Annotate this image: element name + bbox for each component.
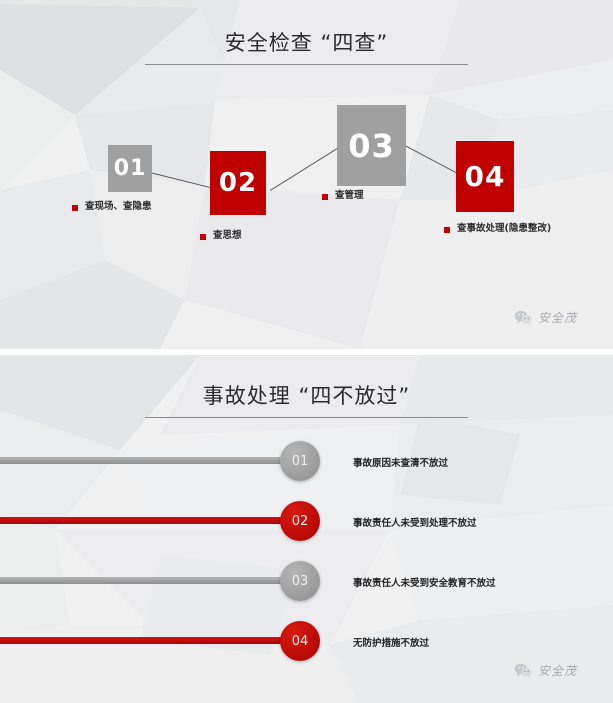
step-label-text-03: 查管理 [335,190,364,201]
wechat-icon [514,310,532,325]
list-text-02: 事故责任人未受到处理不放过 [353,518,477,529]
list-item[interactable]: 04 无防护措施不放过 [0,618,613,664]
slide-two-title-wrap: 事故处理 “四不放过” [0,380,613,410]
list-item[interactable]: 02 事故责任人未受到处理不放过 [0,498,613,544]
slide-accident-handling: 事故处理 “四不放过” 01 事故原因未查清不放过 02 事故责任人未受到处理不… [0,355,613,703]
bullet-square-icon [200,234,206,240]
title-underline [145,417,468,418]
step-number-04: 04 [464,160,506,193]
step-label-04: 查事故处理(隐患整改) [444,222,554,236]
step-label-text-02: 查思想 [213,230,242,241]
list-bar-02 [0,517,300,524]
step-box-03[interactable]: 03 [337,105,406,186]
list-bar-01 [0,457,300,464]
list-circle-03[interactable]: 03 [280,561,320,601]
list-number-04: 04 [291,633,309,649]
watermark-slide-two: 安全茂 [514,662,577,679]
slide-divider [0,349,613,355]
step-label-text-04: 查事故处理(隐患整改) [457,223,552,234]
wechat-icon [514,663,532,678]
step-box-02[interactable]: 02 [210,151,266,215]
list-circle-02[interactable]: 02 [280,501,320,541]
list-number-02: 02 [291,513,309,529]
step-label-text-01: 查现场、查隐患 [85,201,152,212]
step-number-02: 02 [218,168,258,198]
step-number-03: 03 [348,126,395,165]
list-circle-04[interactable]: 04 [280,621,320,661]
list-circle-01[interactable]: 01 [280,441,320,481]
step-label-02: 查思想 [200,229,330,243]
page-title: 事故处理 “四不放过” [202,384,411,408]
list-text-04: 无防护措施不放过 [353,638,430,649]
watermark-text: 安全茂 [538,664,578,678]
slide-one-title-wrap: 安全检查 “四查” [0,27,613,57]
slide-safety-inspection: 安全检查 “四查” 01 02 03 04 查现场、查隐患 查思想 [0,0,613,349]
watermark-slide-one: 安全茂 [514,309,577,326]
list-number-01: 01 [291,453,309,469]
page-title: 安全检查 “四查” [224,31,389,55]
step-box-01[interactable]: 01 [108,145,152,192]
bullet-square-icon [72,205,78,211]
step-label-03: 查管理 [322,189,452,203]
title-underline [145,64,468,65]
list-bar-04 [0,637,300,644]
list-text-01: 事故原因未查清不放过 [353,458,449,469]
step-number-01: 01 [113,156,147,181]
list-number-03: 03 [291,573,309,589]
bullet-square-icon [322,194,328,200]
step-box-04[interactable]: 04 [456,141,514,212]
list-item[interactable]: 03 事故责任人未受到安全教育不放过 [0,558,613,604]
list-item[interactable]: 01 事故原因未查清不放过 [0,438,613,484]
list-bar-03 [0,577,300,584]
step-label-01: 查现场、查隐患 [72,200,232,214]
watermark-text: 安全茂 [538,311,578,325]
bullet-square-icon [444,227,450,233]
list-text-03: 事故责任人未受到安全教育不放过 [353,578,496,589]
